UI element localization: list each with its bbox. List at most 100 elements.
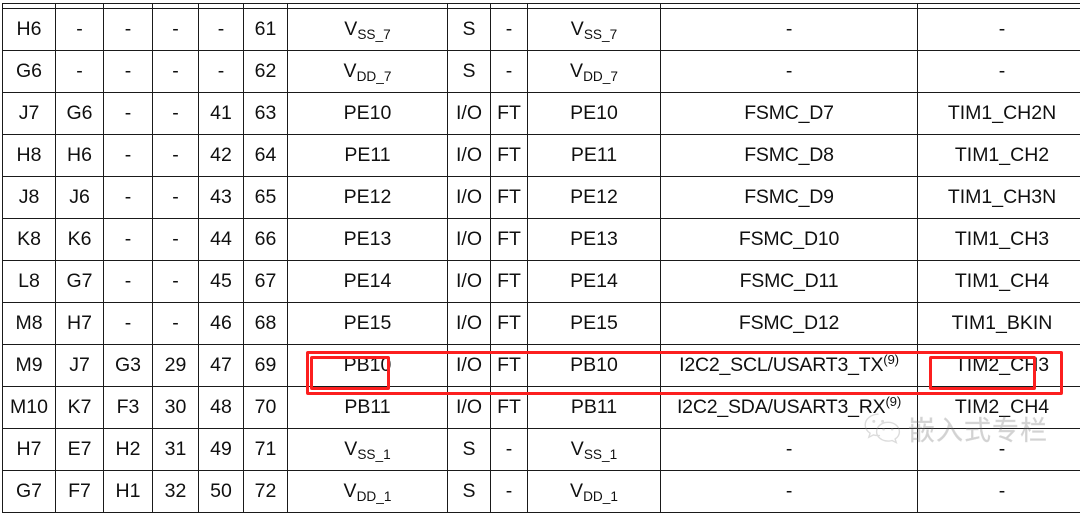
cell-pkg_c: - (104, 135, 153, 177)
cell-io-level: - (491, 51, 528, 93)
cell-main-function: PE10 (528, 93, 661, 135)
cell-main-function: VDD_1 (528, 471, 661, 513)
cell-pin-type: S (448, 471, 491, 513)
cell-pkg_f: 68 (244, 303, 288, 345)
cell-io-level: FT (491, 135, 528, 177)
cell-remap-functions: TIM2_CH4 (918, 387, 1080, 429)
cell-pkg_b: K6 (56, 219, 104, 261)
cell-pkg_c: F3 (104, 387, 153, 429)
cell-pkg_e: - (199, 51, 244, 93)
cell-remap-functions: TIM2_CH3 (918, 345, 1080, 387)
cell-pkg_f: 61 (244, 9, 288, 51)
cell-main-function: PE11 (528, 135, 661, 177)
cell-pkg_b: K7 (56, 387, 104, 429)
cell-pin-type: I/O (448, 177, 491, 219)
cell-alt-functions: I2C2_SCL/USART3_TX(9) (661, 345, 918, 387)
cell-pkg_c: - (104, 177, 153, 219)
cell-pin-type: I/O (448, 219, 491, 261)
cell-pkg_b: - (56, 9, 104, 51)
cell-pkg_bga: H7 (3, 429, 56, 471)
cell-pkg_c: - (104, 93, 153, 135)
cell-pkg_f: 63 (244, 93, 288, 135)
cell-pkg_b: F7 (56, 471, 104, 513)
cell-remap-functions: - (918, 471, 1080, 513)
cell-pkg_b: H7 (56, 303, 104, 345)
cell-pkg_e: 48 (199, 387, 244, 429)
cell-pin-type: S (448, 429, 491, 471)
cell-main-function: PE15 (528, 303, 661, 345)
cell-pin-type: S (448, 9, 491, 51)
cell-alt-functions: - (661, 471, 918, 513)
main-function-subscript: SS_7 (584, 27, 617, 42)
cell-pkg_bga: H6 (3, 9, 56, 51)
cell-alt-functions: FSMC_D10 (661, 219, 918, 261)
cell-remap-functions: TIM1_CH2 (918, 135, 1080, 177)
cell-remap-functions: - (918, 429, 1080, 471)
cell-main-function: VSS_7 (528, 9, 661, 51)
cell-remap-functions: - (918, 9, 1080, 51)
cell-pkg_f: 66 (244, 219, 288, 261)
cell-pkg_f: 65 (244, 177, 288, 219)
cell-io-level: FT (491, 387, 528, 429)
cell-remap-functions: - (918, 51, 1080, 93)
pin-name-subscript: DD_7 (357, 69, 392, 84)
cell-pkg_f: 71 (244, 429, 288, 471)
pin-name-subscript: DD_1 (357, 489, 392, 504)
cell-pkg_f: 62 (244, 51, 288, 93)
cell-pkg_d: - (153, 9, 199, 51)
cell-pin-type: S (448, 51, 491, 93)
cell-pkg_bga: L8 (3, 261, 56, 303)
cell-pkg_d: 32 (153, 471, 199, 513)
cell-io-level: FT (491, 261, 528, 303)
pin-name-subscript: SS_1 (357, 447, 390, 462)
cell-pkg_d: - (153, 135, 199, 177)
cell-pkg_f: 67 (244, 261, 288, 303)
cell-remap-functions: TIM1_CH2N (918, 93, 1080, 135)
cell-pin-name: VSS_1 (288, 429, 448, 471)
cell-pkg_e: 42 (199, 135, 244, 177)
cell-io-level: - (491, 429, 528, 471)
cell-alt-functions: FSMC_D8 (661, 135, 918, 177)
cell-remap-functions: TIM1_CH3N (918, 177, 1080, 219)
cell-pkg_d: - (153, 261, 199, 303)
cell-pin-type: I/O (448, 135, 491, 177)
cell-pkg_f: 72 (244, 471, 288, 513)
cell-pkg_c: - (104, 219, 153, 261)
cell-pkg_c: - (104, 261, 153, 303)
cell-io-level: FT (491, 303, 528, 345)
cell-pkg_b: J7 (56, 345, 104, 387)
cell-io-level: FT (491, 219, 528, 261)
cell-io-level: FT (491, 177, 528, 219)
cell-main-function: PE14 (528, 261, 661, 303)
cell-pkg_bga: M10 (3, 387, 56, 429)
cell-pkg_b: J6 (56, 177, 104, 219)
cell-pin-name: VDD_1 (288, 471, 448, 513)
cell-pkg_d: - (153, 51, 199, 93)
cell-pkg_c: - (104, 303, 153, 345)
cell-pkg_d: - (153, 219, 199, 261)
footnote-marker: (9) (885, 394, 901, 409)
cell-pkg_bga: M8 (3, 303, 56, 345)
cell-pin-type: I/O (448, 261, 491, 303)
cell-io-level: FT (491, 345, 528, 387)
footnote-marker: (9) (883, 352, 899, 367)
cell-pkg_bga: J8 (3, 177, 56, 219)
cell-pkg_b: - (56, 51, 104, 93)
cell-pkg_c: H2 (104, 429, 153, 471)
cell-pkg_d: - (153, 303, 199, 345)
cell-pkg_e: 50 (199, 471, 244, 513)
cell-pkg_c: - (104, 51, 153, 93)
cell-pin-name: PE14 (288, 261, 448, 303)
cell-pkg_d: - (153, 177, 199, 219)
cell-pkg_bga: G7 (3, 471, 56, 513)
